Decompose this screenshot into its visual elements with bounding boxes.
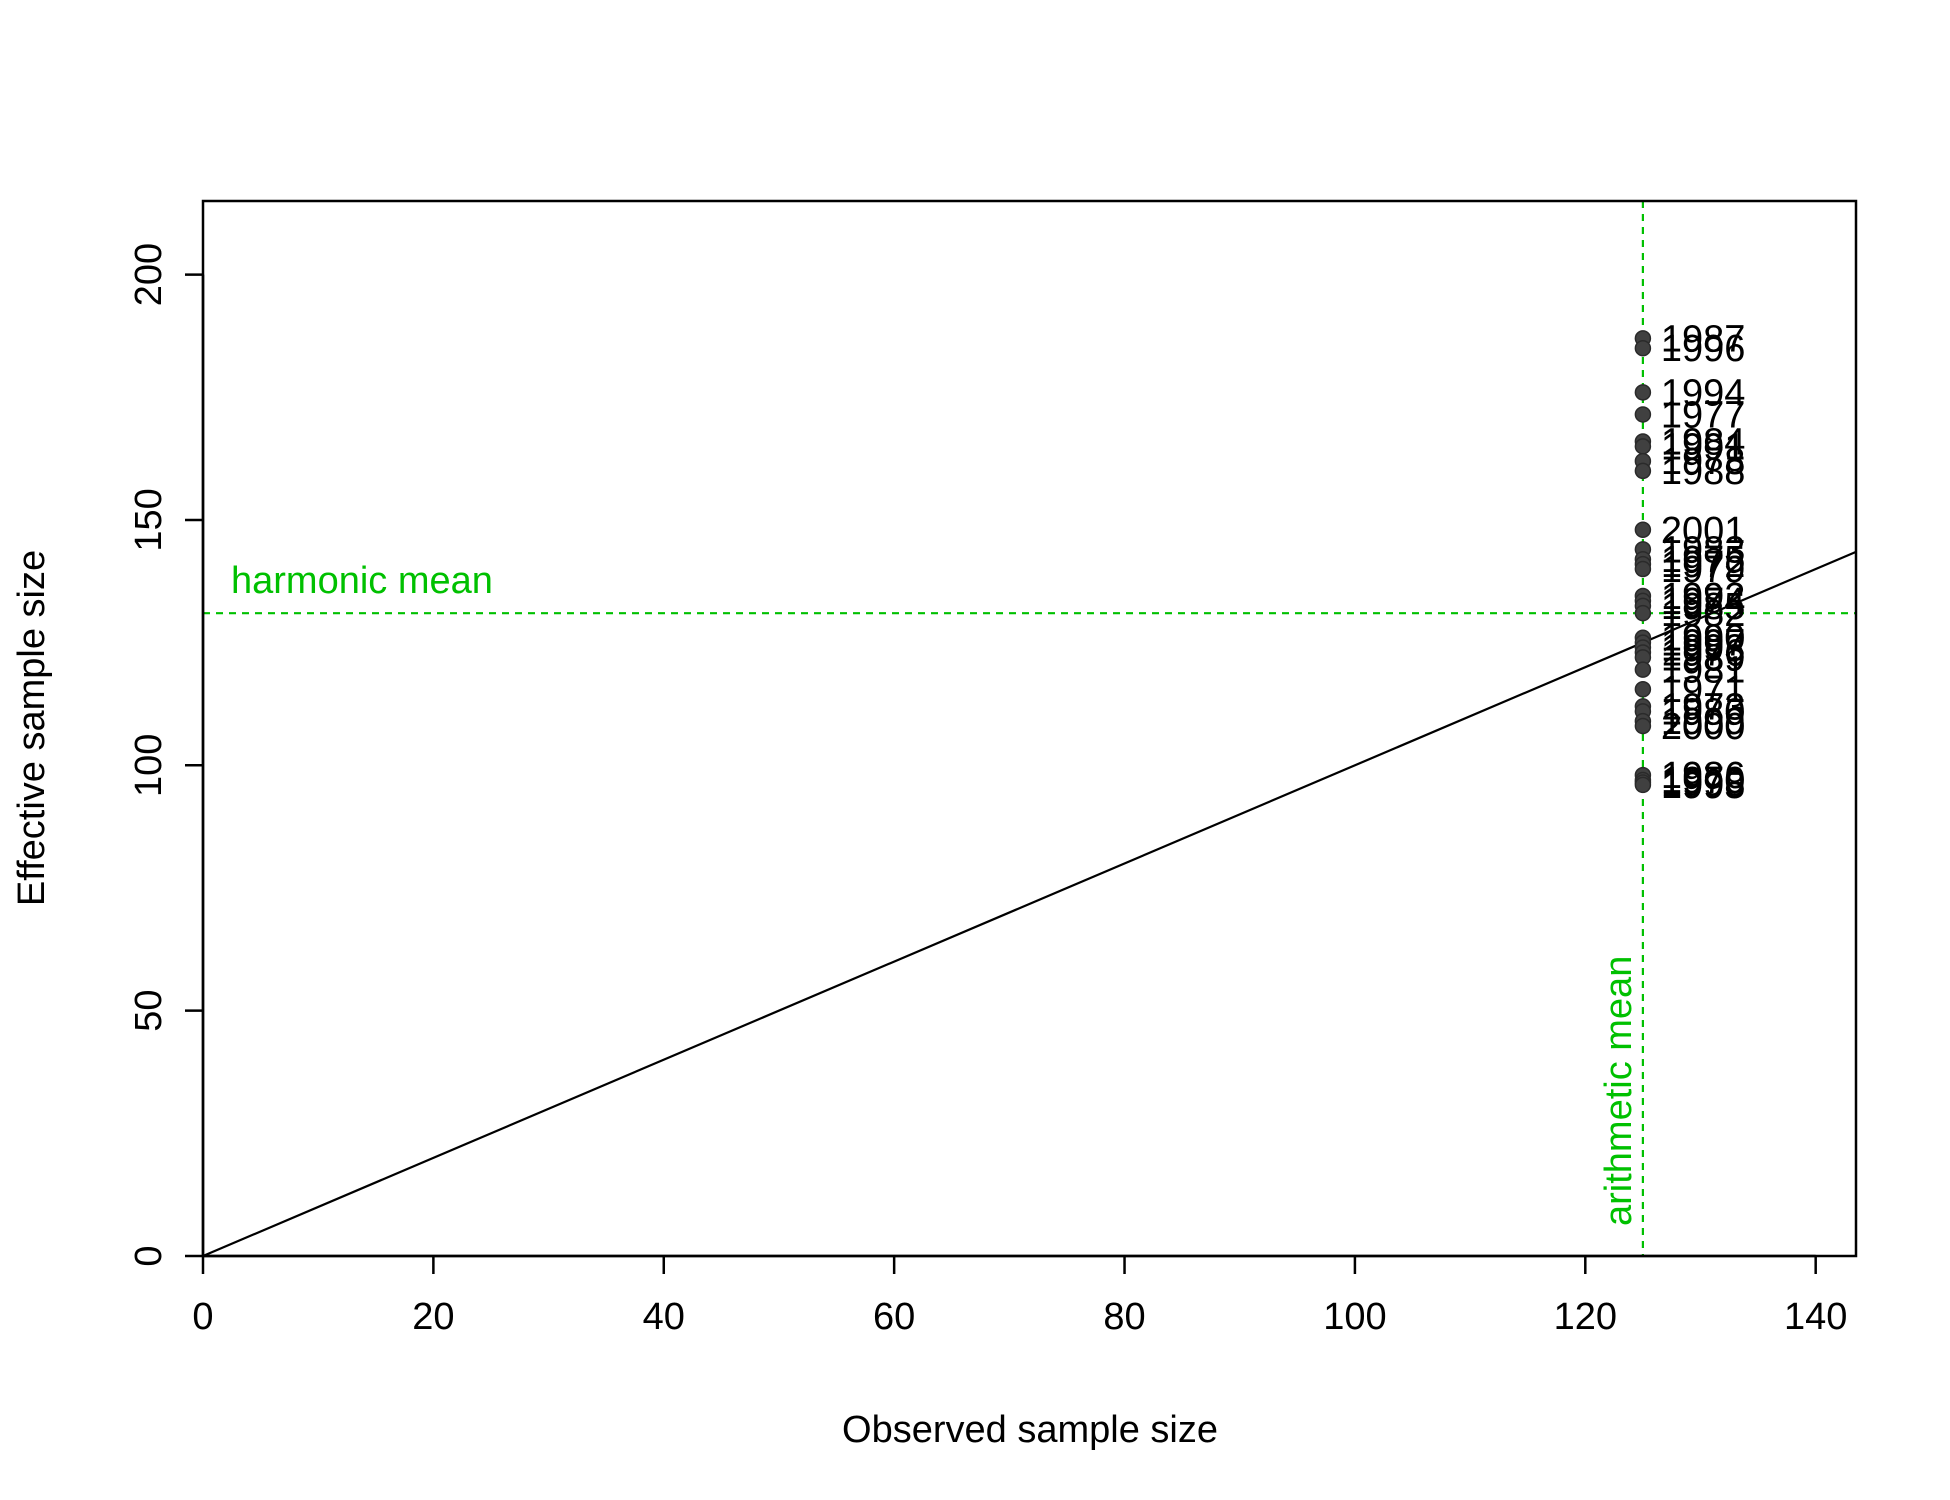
point-label: 1987	[1661, 318, 1746, 360]
point-label: 1971	[1661, 669, 1746, 711]
y-tick-label: 0	[128, 1245, 170, 1266]
point-label: 1984	[1661, 421, 1746, 463]
data-point	[1634, 717, 1652, 735]
point-label: 1993	[1661, 628, 1746, 670]
data-point	[1634, 339, 1652, 357]
x-tick-label: 140	[1784, 1296, 1847, 1338]
harmonic-mean-label: harmonic mean	[231, 560, 493, 602]
data-point	[1634, 776, 1652, 794]
point-label: 1981	[1661, 650, 1746, 692]
point-label: 1970	[1661, 760, 1746, 802]
point-label: 1975	[1661, 539, 1746, 581]
y-tick-label: 100	[128, 734, 170, 797]
y-tick-label: 150	[128, 488, 170, 551]
point-label: 1985	[1661, 586, 1746, 628]
x-tick-label: 80	[1103, 1296, 1145, 1338]
data-point	[1634, 680, 1652, 698]
point-label: 1990	[1661, 618, 1746, 660]
y-axis: 0 50 100 150 200	[128, 243, 205, 1267]
point-label: 1983	[1661, 529, 1746, 571]
y-tick-label: 50	[128, 990, 170, 1032]
data-point	[1634, 604, 1652, 622]
x-tick-label: 120	[1554, 1296, 1617, 1338]
data-point	[1634, 521, 1652, 539]
point-label: 1999	[1661, 701, 1746, 743]
point-label: 1982	[1661, 593, 1746, 635]
reference-line	[202, 550, 1857, 1258]
data-point	[1634, 661, 1652, 678]
point-label: 1974	[1661, 581, 1746, 623]
point-label: 1973	[1661, 686, 1746, 728]
point-label: 1972	[1661, 544, 1746, 586]
point-label: 1991	[1661, 426, 1746, 468]
y-tick-label: 200	[128, 243, 170, 306]
x-axis: 0 20 40 60 80 100 120 140	[192, 1254, 1847, 1338]
x-tick-label: 40	[643, 1296, 685, 1338]
point-label: 1978	[1661, 441, 1746, 483]
point-label: 1979	[1661, 549, 1746, 591]
x-tick-label: 0	[192, 1296, 213, 1338]
mean-lines-layer	[203, 201, 1856, 1256]
point-label: 1996	[1661, 328, 1746, 370]
data-point	[1634, 384, 1652, 401]
arithmetic-mean-label: arithmetic mean	[1598, 956, 1640, 1226]
point-label: 1980	[1661, 691, 1746, 733]
point-label: 1989	[1661, 637, 1746, 679]
data-point	[1634, 560, 1652, 578]
data-point	[1634, 438, 1652, 455]
x-tick-label: 100	[1323, 1296, 1386, 1338]
point-label: 1992	[1661, 576, 1746, 618]
y-axis-label: Effective sample size	[11, 550, 53, 906]
x-tick-label: 60	[873, 1296, 915, 1338]
x-tick-label: 20	[412, 1296, 454, 1338]
point-label: 1988	[1661, 451, 1746, 493]
point-label: 1977	[1661, 394, 1746, 436]
data-point	[1634, 462, 1652, 480]
point-label: 2001	[1661, 510, 1746, 552]
x-axis-label: Observed sample size	[842, 1409, 1218, 1451]
point-label: 1976	[1661, 632, 1746, 674]
point-label: 1997	[1661, 623, 1746, 665]
point-label: 1986	[1661, 755, 1746, 797]
point-label: 1998	[1661, 762, 1746, 804]
reference-line-layer	[202, 550, 1857, 1258]
point-label: 2000	[1661, 706, 1746, 748]
point-label: 1995	[1661, 765, 1746, 807]
points-layer	[1634, 330, 1652, 794]
data-point	[1634, 406, 1652, 423]
point-label: 1994	[1661, 372, 1746, 414]
